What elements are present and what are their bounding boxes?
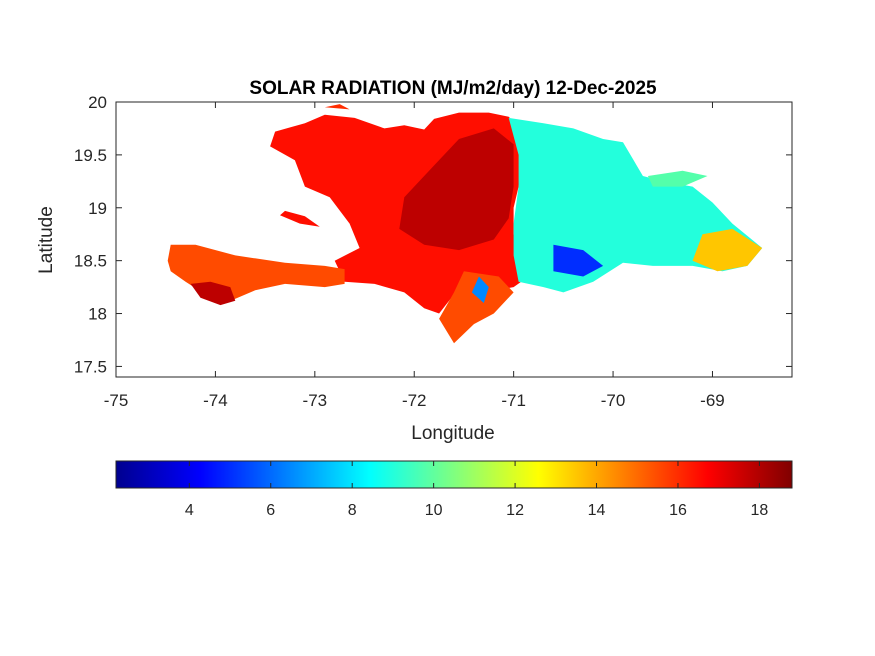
colorbar-tick-label: 6 [266, 502, 275, 519]
map-region [324, 104, 350, 110]
y-tick-label: 20 [88, 93, 107, 112]
map-region [471, 276, 489, 303]
y-tick-label: 19 [88, 199, 107, 218]
y-tick-label: 18.5 [74, 252, 107, 271]
colorbar-tick-label: 8 [348, 502, 357, 519]
x-tick-label: -69 [700, 391, 725, 410]
y-axis-label: Latitude [36, 206, 57, 274]
map-region [439, 271, 514, 344]
chart-title: SOLAR RADIATION (MJ/m2/day) 12-Dec-2025 [249, 78, 657, 99]
colorbar-ticks: 4 6 8 10 12 14 16 18 [185, 461, 769, 519]
map-region [647, 170, 708, 187]
map-region [167, 244, 345, 303]
x-tick-label: -71 [501, 391, 526, 410]
x-tick-label: -75 [104, 391, 129, 410]
map-region [692, 228, 763, 272]
colorbar [115, 460, 793, 489]
x-tick-label: -74 [203, 391, 228, 410]
colorbar-tick-label: 18 [751, 502, 769, 519]
y-tick-label: 17.5 [74, 357, 107, 376]
y-axis: 17.5 18 18.5 19 19.5 20 [74, 93, 792, 376]
map-region [280, 210, 320, 227]
map-region [190, 281, 236, 306]
colorbar-tick-label: 16 [669, 502, 687, 519]
colorbar-tick-label: 12 [506, 502, 524, 519]
map-region [399, 128, 514, 251]
y-tick-label: 18 [88, 305, 107, 324]
colorbar-tick-label: 4 [185, 502, 194, 519]
map-plot-area [167, 104, 763, 344]
axes-box [115, 101, 793, 378]
x-axis: -75 -74 -73 -72 -71 -70 -69 [104, 102, 725, 410]
x-axis-label: Longitude [411, 423, 494, 444]
map-region [553, 244, 604, 277]
x-tick-label: -70 [601, 391, 626, 410]
colorbar-tick-label: 14 [588, 502, 606, 519]
x-tick-label: -73 [303, 391, 328, 410]
y-tick-label: 19.5 [74, 146, 107, 165]
colorbar-tick-label: 10 [425, 502, 443, 519]
x-tick-label: -72 [402, 391, 427, 410]
